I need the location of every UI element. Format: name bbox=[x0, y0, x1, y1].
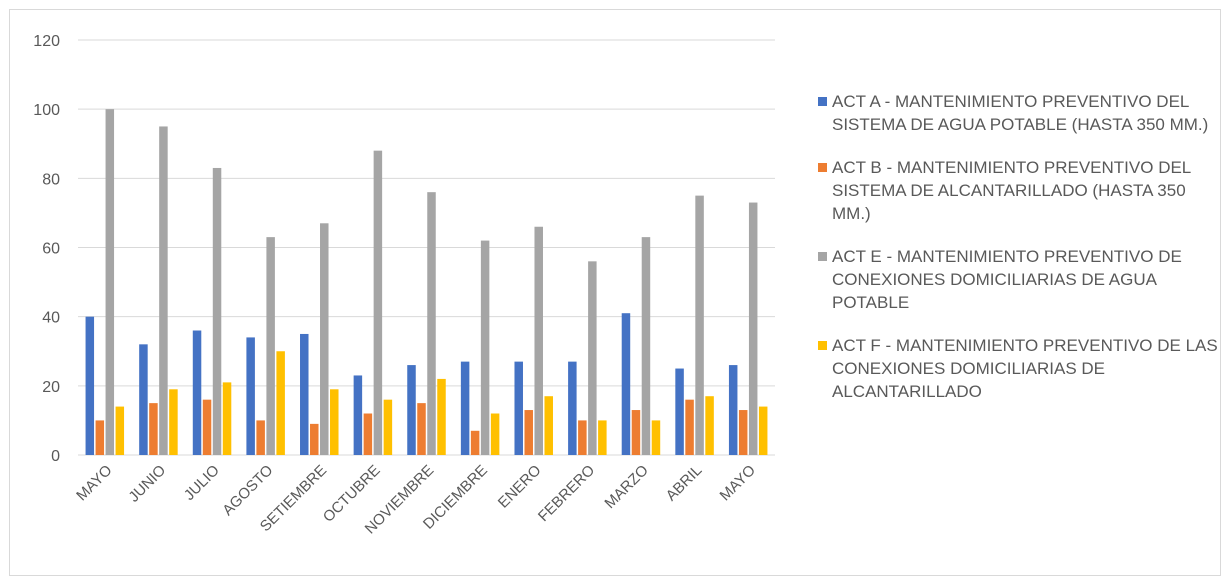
bar-series-3-mayo bbox=[105, 109, 115, 456]
bar-series-2-febrero bbox=[578, 420, 587, 455]
y-tick-label: 0 bbox=[51, 448, 60, 465]
bar-series-3-setiembre bbox=[320, 223, 329, 455]
bar-series-3-febrero bbox=[588, 261, 597, 455]
bar-series-3-junio bbox=[159, 126, 168, 455]
bar-series-2-agosto bbox=[256, 420, 265, 455]
bar-series-1-mayo bbox=[728, 365, 738, 455]
bar-series-1-mayo bbox=[85, 316, 95, 455]
bar-series-3-agosto bbox=[266, 237, 275, 455]
bar-series-1-agosto bbox=[246, 337, 255, 455]
bar-series-3-enero bbox=[534, 226, 543, 455]
x-tick-label: MAYO bbox=[717, 462, 759, 504]
legend-swatch bbox=[818, 252, 827, 261]
legend-item-2: ACT B - MANTENIMIENTO PREVENTIVO DEL SIS… bbox=[818, 156, 1218, 225]
bar-series-4-mayo bbox=[115, 406, 125, 455]
x-tick-label: FEBRERO bbox=[535, 462, 598, 525]
bar-series-3-mayo bbox=[748, 202, 758, 455]
x-tick-label: JULIO bbox=[181, 462, 223, 504]
bar-series-4-abril bbox=[705, 396, 714, 455]
bar-series-2-mayo bbox=[738, 410, 748, 455]
legend-swatch bbox=[818, 341, 827, 350]
bar-series-3-marzo bbox=[641, 237, 651, 455]
y-tick-label: 40 bbox=[42, 310, 60, 327]
legend-item-3: ACT E - MANTENIMIENTO PREVENTIVO DE CONE… bbox=[818, 245, 1218, 314]
bar-series-1-octubre bbox=[353, 375, 363, 455]
y-tick-label: 100 bbox=[33, 102, 60, 119]
bar-series-1-julio bbox=[192, 330, 202, 455]
legend-swatch bbox=[818, 97, 827, 106]
x-tick-label: ENERO bbox=[495, 462, 545, 512]
x-tick-label: ABRIL bbox=[663, 462, 706, 505]
bar-series-4-octubre bbox=[383, 399, 393, 455]
bar-series-2-setiembre bbox=[310, 423, 319, 455]
bar-series-2-octubre bbox=[363, 413, 373, 455]
bar-series-2-abril bbox=[685, 399, 694, 455]
y-tick-label: 80 bbox=[42, 171, 60, 188]
bar-series-1-enero bbox=[514, 361, 523, 455]
y-tick-label: 120 bbox=[33, 33, 60, 50]
y-tick-label: 60 bbox=[42, 241, 60, 258]
bar-series-4-julio bbox=[222, 382, 232, 455]
legend-item-1: ACT A - MANTENIMIENTO PREVENTIVO DEL SIS… bbox=[818, 90, 1218, 136]
legend-label: ACT A - MANTENIMIENTO PREVENTIVO DEL SIS… bbox=[832, 92, 1209, 134]
bar-series-4-marzo bbox=[651, 420, 661, 455]
bar-series-1-abril bbox=[675, 368, 684, 455]
bar-series-1-setiembre bbox=[300, 333, 309, 455]
bar-series-3-abril bbox=[695, 195, 704, 455]
bar-series-2-mayo bbox=[95, 420, 105, 455]
x-tick-label: MARZO bbox=[601, 462, 651, 512]
bar-series-4-junio bbox=[169, 389, 178, 455]
bar-series-2-noviembre bbox=[417, 403, 426, 455]
bar-series-3-diciembre bbox=[480, 240, 490, 455]
bar-series-1-junio bbox=[139, 344, 148, 455]
x-tick-label: AGOSTO bbox=[219, 462, 276, 519]
bar-series-1-noviembre bbox=[407, 365, 416, 455]
bar-series-2-enero bbox=[524, 410, 533, 455]
bar-series-4-setiembre bbox=[330, 389, 339, 455]
legend-swatch bbox=[818, 163, 827, 172]
bar-series-2-junio bbox=[149, 403, 158, 455]
bar-series-4-noviembre bbox=[437, 378, 446, 455]
bar-series-2-diciembre bbox=[470, 430, 480, 455]
bar-series-4-febrero bbox=[598, 420, 607, 455]
bar-series-2-julio bbox=[202, 399, 212, 455]
bar-series-4-enero bbox=[544, 396, 553, 455]
legend-label: ACT B - MANTENIMIENTO PREVENTIVO DEL SIS… bbox=[832, 158, 1191, 223]
bar-series-1-febrero bbox=[568, 361, 577, 455]
legend: ACT A - MANTENIMIENTO PREVENTIVO DEL SIS… bbox=[818, 90, 1218, 423]
bar-series-3-julio bbox=[212, 167, 222, 456]
bar-series-1-diciembre bbox=[460, 361, 470, 455]
bar-series-1-marzo bbox=[621, 313, 631, 455]
chart-frame bbox=[9, 9, 1221, 576]
bar-series-4-mayo bbox=[758, 406, 768, 455]
legend-label: ACT F - MANTENIMIENTO PREVENTIVO DE LAS … bbox=[832, 336, 1218, 401]
legend-item-4: ACT F - MANTENIMIENTO PREVENTIVO DE LAS … bbox=[818, 334, 1218, 403]
bar-series-4-diciembre bbox=[490, 413, 500, 455]
x-tick-label: MAYO bbox=[73, 462, 115, 504]
bar-series-3-octubre bbox=[373, 150, 383, 455]
bar-series-3-noviembre bbox=[427, 192, 436, 455]
x-tick-label: JUNIO bbox=[125, 462, 169, 506]
bar-series-4-agosto bbox=[276, 351, 285, 455]
legend-label: ACT E - MANTENIMIENTO PREVENTIVO DE CONE… bbox=[832, 247, 1182, 312]
bar-series-2-marzo bbox=[631, 410, 641, 455]
y-tick-label: 20 bbox=[42, 379, 60, 396]
